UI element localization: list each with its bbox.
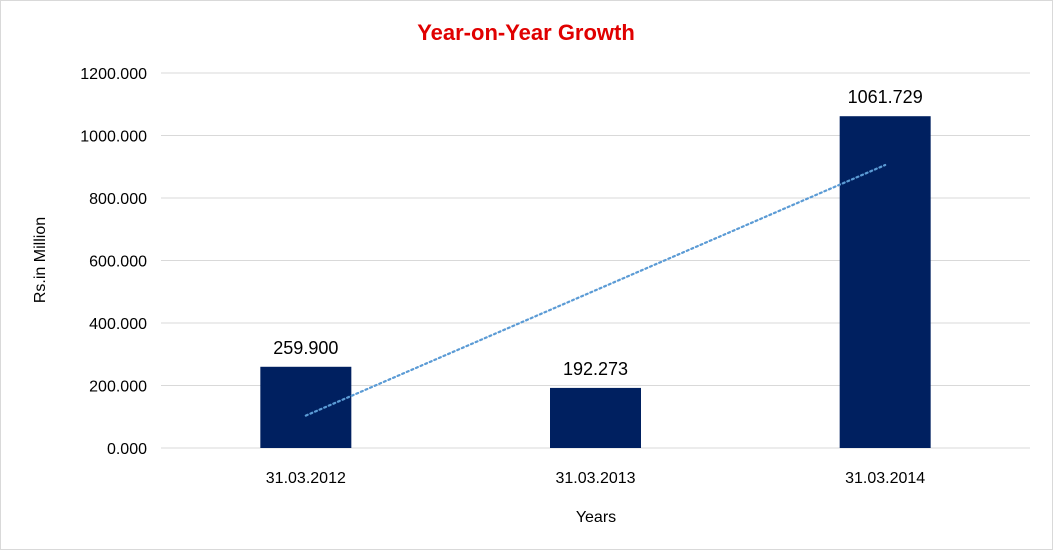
chart-title: Year-on-Year Growth: [417, 20, 635, 45]
y-axis-label: Rs.in Million: [32, 217, 49, 303]
data-label: 192.273: [563, 359, 628, 379]
y-tick-label: 1200.000: [80, 66, 147, 83]
bar: [550, 387, 641, 448]
y-axis-ticks: 0.000 200.000 400.000 600.000 800.000 1000.00…: [80, 66, 147, 458]
y-tick-label: 200.000: [89, 379, 147, 396]
x-axis-ticks: 31.03.2012 31.03.2013 31.03.2014: [266, 470, 926, 487]
trendline-layer: [304, 163, 887, 417]
y-tick-label: 400.000: [89, 316, 147, 333]
data-labels: 259.900 192.273 1061.729: [273, 87, 922, 379]
x-axis-label: Years: [576, 509, 616, 526]
y-tick-label: 1000.000: [80, 129, 147, 146]
bar: [260, 366, 352, 448]
data-label: 259.900: [273, 338, 338, 358]
bar: [839, 116, 931, 448]
x-tick-label: 31.03.2013: [555, 470, 635, 487]
trendline: [304, 163, 887, 417]
y-tick-label: 800.000: [89, 191, 147, 208]
y-tick-label: 600.000: [89, 254, 147, 271]
x-tick-label: 31.03.2014: [845, 470, 925, 487]
bars: [260, 116, 931, 448]
y-tick-label: 0.000: [107, 441, 147, 458]
x-tick-label: 31.03.2012: [266, 470, 346, 487]
data-label: 1061.729: [848, 87, 923, 107]
